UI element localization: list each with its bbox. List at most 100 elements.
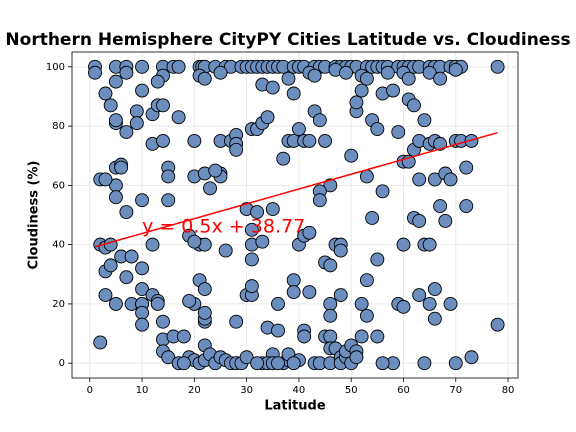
point (323, 258, 338, 273)
point (197, 305, 212, 320)
point (386, 83, 400, 98)
x-tick-label: 0 (87, 385, 93, 396)
point (401, 71, 416, 86)
x-tick-label: 70 (449, 385, 462, 396)
point (244, 222, 259, 237)
point (260, 110, 275, 125)
point (244, 252, 259, 267)
point (135, 305, 150, 320)
point (150, 74, 165, 89)
point (438, 213, 453, 228)
point (422, 65, 437, 80)
point (244, 279, 259, 294)
x-tick-label: 50 (345, 385, 358, 396)
point (349, 350, 364, 365)
point (108, 113, 123, 128)
point (271, 323, 285, 338)
point (412, 213, 427, 228)
point (93, 335, 108, 350)
point (88, 65, 102, 80)
point (135, 261, 150, 276)
x-tick-label: 30 (240, 385, 253, 396)
point (375, 356, 390, 371)
point (229, 314, 244, 329)
point (354, 329, 369, 344)
point (448, 62, 463, 77)
point (464, 133, 479, 148)
point (286, 86, 301, 101)
point (129, 104, 144, 119)
point (145, 237, 160, 252)
point (250, 205, 265, 219)
point (312, 113, 327, 128)
point (124, 249, 139, 264)
point (427, 311, 442, 326)
y-tick-label: 0 (59, 358, 65, 369)
point (156, 98, 170, 113)
x-tick-label: 10 (136, 385, 149, 396)
point (307, 68, 322, 83)
point (464, 350, 479, 365)
point (98, 288, 113, 302)
point (156, 133, 170, 148)
point (391, 125, 406, 139)
point (171, 110, 186, 125)
x-tick-label: 60 (397, 385, 410, 396)
point (161, 193, 176, 208)
point (297, 329, 312, 344)
point (433, 199, 448, 214)
point (103, 237, 118, 252)
point (370, 329, 385, 344)
x-tick-label: 80 (502, 385, 515, 396)
regression-line (94, 131, 498, 248)
point (490, 59, 505, 74)
point (344, 148, 359, 163)
point (286, 273, 301, 288)
point (302, 225, 317, 240)
point (380, 65, 395, 80)
point (443, 296, 458, 311)
point (119, 205, 134, 219)
point (135, 282, 150, 297)
point (208, 163, 223, 178)
point (271, 296, 285, 311)
point (459, 199, 474, 214)
point (302, 133, 317, 148)
point (119, 65, 134, 80)
point (407, 98, 421, 113)
point (265, 202, 280, 217)
point (359, 71, 374, 86)
y-tick-label: 60 (52, 180, 65, 191)
point (103, 98, 118, 113)
point (323, 178, 338, 193)
point (427, 172, 442, 187)
point (182, 293, 197, 308)
point (213, 65, 228, 80)
point (135, 59, 150, 74)
point (286, 356, 301, 371)
point (176, 329, 191, 344)
point (176, 356, 191, 371)
point (187, 133, 202, 148)
y-tick-label: 100 (46, 62, 65, 73)
point (370, 252, 385, 267)
point (359, 308, 374, 323)
point (197, 282, 212, 297)
point (108, 296, 123, 311)
point (359, 169, 374, 184)
point (218, 243, 233, 258)
point (323, 329, 338, 344)
point (433, 136, 448, 151)
annotation: y = 0.5x + 38.77 (142, 215, 305, 237)
point (239, 350, 254, 365)
point (370, 122, 385, 137)
point (255, 234, 270, 249)
point (396, 237, 411, 252)
point (422, 296, 437, 311)
point (291, 122, 306, 137)
plot-frame (71, 51, 519, 379)
x-tick-label: 20 (188, 385, 201, 396)
point (156, 314, 170, 329)
point (135, 193, 150, 208)
